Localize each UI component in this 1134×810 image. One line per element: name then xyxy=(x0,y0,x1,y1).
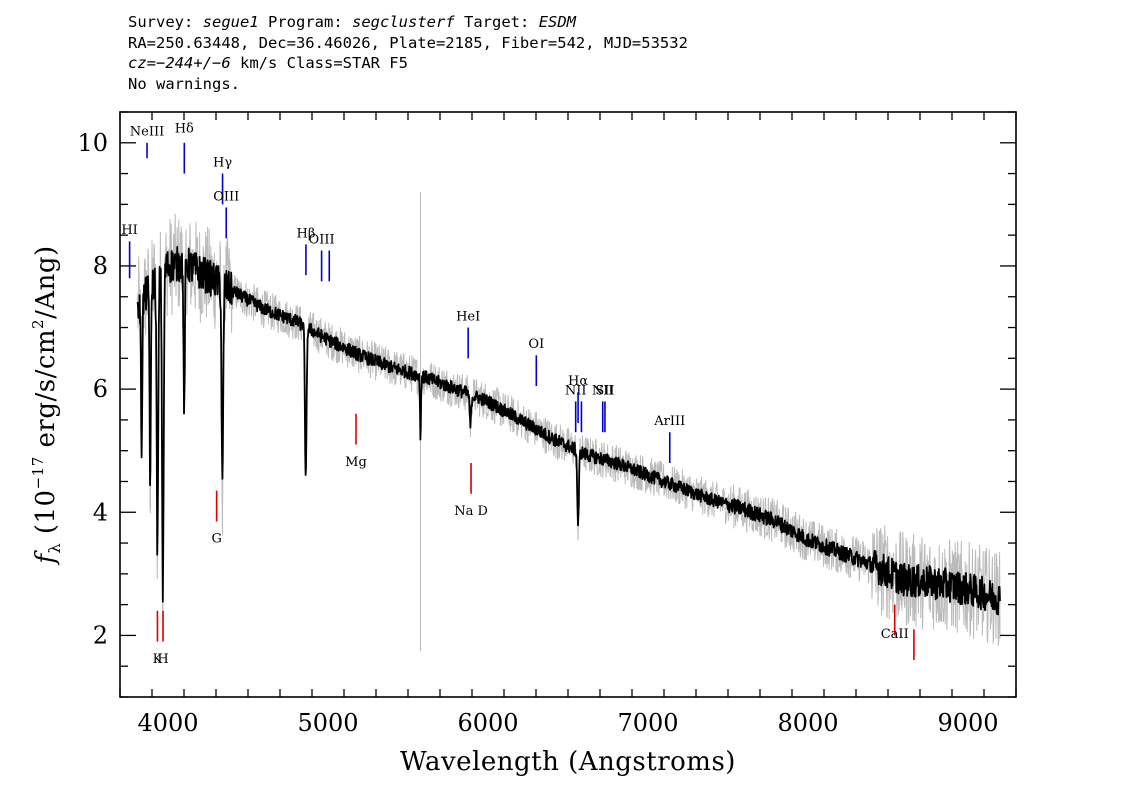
emission-line-label: NII xyxy=(592,383,614,398)
emission-line-label: OIII xyxy=(213,189,239,204)
y-tick-label: 2 xyxy=(93,621,108,649)
cz-value: −244+/−6 xyxy=(156,54,231,72)
y-axis-label-part: /Ang) xyxy=(31,245,61,319)
y-axis-label-part: f xyxy=(31,550,61,566)
warnings-text: No warnings. xyxy=(128,74,240,93)
emission-line-label: HeI xyxy=(456,309,480,324)
y-axis-label-part: λ xyxy=(45,543,64,554)
absorption-line-label: K xyxy=(153,652,163,667)
emission-line-label: Hγ xyxy=(213,156,232,171)
axis-ticks: 4000 5000 6000 7000 8000 9000 2 4 6 8 10 xyxy=(77,111,1017,737)
y-tick-label: 10 xyxy=(77,129,108,157)
y-axis-label-part: erg/s/cm xyxy=(31,329,61,456)
emission-line-label: HI xyxy=(121,223,137,238)
target-value: ESDM xyxy=(538,13,577,31)
absorption-line-label: Mg xyxy=(345,455,367,470)
y-tick-label: 8 xyxy=(93,252,108,280)
emission-line-label: NII xyxy=(565,383,587,398)
x-axis-label: Wavelength (Angstroms) xyxy=(400,747,736,777)
plot-area xyxy=(136,192,1001,651)
x-tick-label: 7000 xyxy=(617,709,678,737)
y-tick-label: 6 xyxy=(93,375,108,403)
emission-line-label: ArIII xyxy=(653,414,685,429)
x-tick-label: 8000 xyxy=(777,709,838,737)
y-tick-label: 4 xyxy=(93,498,108,526)
absorption-line-label: CaII xyxy=(881,627,909,642)
emission-line-label: OIII xyxy=(309,232,335,247)
survey-label: Survey: xyxy=(128,13,194,31)
spectrum-header: Survey: segue1 Program: segclusterf Targ… xyxy=(128,12,688,94)
emission-line-label: Hδ xyxy=(175,122,194,137)
emission-line-label: SII xyxy=(595,383,614,398)
header-line-3: cz=−244+/−6 km/s Class=STAR F5 xyxy=(128,53,688,74)
emission-line-label: Hα xyxy=(568,374,588,389)
y-axis-label-part: 2 xyxy=(29,319,47,329)
y-axis-label: fλ (10−17 erg/s/cm2/Ang) xyxy=(29,245,64,565)
program-value: segclusterf xyxy=(352,13,455,31)
class-text: Class=STAR F5 xyxy=(277,54,408,72)
target-label: Target: xyxy=(464,13,530,31)
program-label: Program: xyxy=(268,13,343,31)
header-line-1: Survey: segue1 Program: segclusterf Targ… xyxy=(128,12,688,33)
emission-line-label: Hβ xyxy=(296,226,315,241)
flux-series-line xyxy=(136,246,1001,616)
absorption-line-label: H xyxy=(157,652,168,667)
header-line-2: RA=250.63448, Dec=36.46026, Plate=2185, … xyxy=(128,33,688,52)
absorption-line-label: G xyxy=(211,532,221,547)
x-tick-label: 6000 xyxy=(457,709,518,737)
x-tick-label: 9000 xyxy=(937,709,998,737)
emission-line-label: NeIII xyxy=(130,125,164,140)
error-band-line xyxy=(137,213,1001,646)
cz-unit: km/s xyxy=(230,54,278,72)
y-axis-label-part: (10 xyxy=(31,489,61,543)
absorption-line-label: Na D xyxy=(454,504,488,519)
x-tick-label: 4000 xyxy=(137,709,198,737)
emission-line-label: OI xyxy=(528,337,544,352)
y-axis-label-part: −17 xyxy=(29,456,47,489)
x-tick-label: 5000 xyxy=(297,709,358,737)
survey-value: segue1 xyxy=(202,13,259,31)
cz-label: cz= xyxy=(128,54,156,72)
